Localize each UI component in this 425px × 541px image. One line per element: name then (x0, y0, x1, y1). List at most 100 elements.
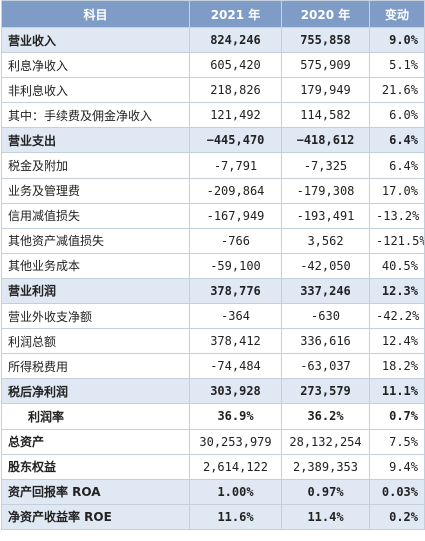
cell: 114,582 (281, 102, 370, 129)
table-row: 营业支出 −445,470 −418,612 6.4% (1, 127, 425, 154)
cell: -209,864 (189, 177, 282, 204)
cell: 336,616 (281, 328, 370, 355)
row-label: 其他资产减值损失 (1, 227, 190, 254)
cell: -63,037 (281, 353, 370, 380)
row-label: 营业支出 (1, 127, 190, 154)
row-label: 利润总额 (1, 328, 190, 355)
cell: 36.9% (189, 403, 282, 430)
cell: 36.2% (281, 403, 370, 430)
cell: 378,776 (189, 277, 282, 305)
cell: -7,791 (189, 152, 282, 179)
row-label: 营业收入 (1, 26, 190, 54)
table-row: 营业收入 824,246 755,858 9.0% (1, 26, 425, 54)
table-row: 营业利润 378,776 337,246 12.3% (1, 277, 425, 305)
cell: 17.0% (369, 177, 425, 204)
cell: 7.5% (369, 428, 425, 455)
cell: 40.5% (369, 252, 425, 279)
table-row: 营业外收支净额 -364 -630 -42.2% (1, 303, 425, 330)
cell: 218,826 (189, 77, 282, 104)
table-row: 其他业务成本 -59,100 -42,050 40.5% (1, 252, 425, 279)
cell: 11.1% (369, 378, 425, 405)
row-label: 营业利润 (1, 277, 190, 305)
row-label: 信用减值损失 (1, 202, 190, 229)
cell: 21.6% (369, 77, 425, 104)
table-row: 税金及附加 -7,791 -7,325 6.4% (1, 152, 425, 179)
cell: -179,308 (281, 177, 370, 204)
table-row: 利息净收入 605,420 575,909 5.1% (1, 52, 425, 79)
cell: 179,949 (281, 77, 370, 104)
cell: 28,132,254 (281, 428, 370, 455)
cell: -364 (189, 303, 282, 330)
row-label: 业务及管理费 (1, 177, 190, 204)
cell: 575,909 (281, 52, 370, 79)
table-row: 非利息收入 218,826 179,949 21.6% (1, 77, 425, 104)
cell: -42,050 (281, 252, 370, 279)
header-cell: 变动 (369, 0, 425, 28)
financial-table: 科目 2021 年 2020 年变动 营业收入 824,246 755,858 9.0% 利… (1, 0, 425, 530)
header-row: 科目 2021 年 2020 年变动 (1, 0, 425, 28)
cell: 6.0% (369, 102, 425, 129)
cell: 2,614,122 (189, 453, 282, 480)
table-row: 利润总额 378,412 336,616 12.4% (1, 328, 425, 355)
cell: 755,858 (281, 26, 370, 54)
table-row: 信用减值损失 -167,949 -193,491 -13.2% (1, 202, 425, 229)
cell: 303,928 (189, 378, 282, 405)
header-cell: 科目 (1, 0, 190, 28)
cell: −445,470 (189, 127, 282, 154)
cell: 337,246 (281, 277, 370, 305)
cell: 30,253,979 (189, 428, 282, 455)
row-label: 其中：手续费及佣金净收入 (1, 102, 190, 129)
cell: 121,492 (189, 102, 282, 129)
row-label: 营业外收支净额 (1, 303, 190, 330)
cell: -7,325 (281, 152, 370, 179)
cell: 9.4% (369, 453, 425, 480)
cell: 0.2% (369, 503, 425, 530)
cell: 0.7% (369, 403, 425, 430)
row-label: 其他业务成本 (1, 252, 190, 279)
cell: -167,949 (189, 202, 282, 229)
cell: 18.2% (369, 353, 425, 380)
table-row: 股东权益 2,614,122 2,389,353 9.4% (1, 453, 425, 480)
cell: 824,246 (189, 26, 282, 54)
row-label: 税金及附加 (1, 152, 190, 179)
row-label: 总资产 (1, 428, 190, 455)
cell: 11.4% (281, 503, 370, 530)
cell: -193,491 (281, 202, 370, 229)
table-row: 利润率 36.9% 36.2% 0.7% (1, 403, 425, 430)
cell: 6.4% (369, 127, 425, 154)
cell: 3,562 (281, 227, 370, 254)
cell: 9.0% (369, 26, 425, 54)
cell: 12.3% (369, 277, 425, 305)
cell: -74,484 (189, 353, 282, 380)
cell: 0.03% (369, 478, 425, 505)
table-row: 所得税费用 -74,484 -63,037 18.2% (1, 353, 425, 380)
cell: 273,579 (281, 378, 370, 405)
cell: -59,100 (189, 252, 282, 279)
cell: 5.1% (369, 52, 425, 79)
cell: -121.5% (369, 227, 425, 254)
table-row: 业务及管理费 -209,864 -179,308 17.0% (1, 177, 425, 204)
row-label: 股东权益 (1, 453, 190, 480)
cell: 6.4% (369, 152, 425, 179)
table-header: 科目 2021 年 2020 年变动 (1, 0, 425, 28)
table-row: 净资产收益率 ROE 11.6% 11.4% 0.2% (1, 503, 425, 530)
table-body: 营业收入 824,246 755,858 9.0% 利息净收入 605,420 575,90… (1, 26, 425, 530)
row-label: 非利息收入 (1, 77, 190, 104)
row-label: 利润率 (1, 403, 190, 430)
cell: 0.97% (281, 478, 370, 505)
header-cell: 2020 年 (281, 0, 370, 28)
header-cell: 2021 年 (189, 0, 282, 28)
table-row: 税后净利润 303,928 273,579 11.1% (1, 378, 425, 405)
cell: -42.2% (369, 303, 425, 330)
cell: 2,389,353 (281, 453, 370, 480)
cell: -766 (189, 227, 282, 254)
table-row: 其中：手续费及佣金净收入 121,492 114,582 6.0% (1, 102, 425, 129)
table-row: 总资产 30,253,979 28,132,254 7.5% (1, 428, 425, 455)
row-label: 资产回报率 ROA (1, 478, 190, 505)
cell: 12.4% (369, 328, 425, 355)
cell: 378,412 (189, 328, 282, 355)
row-label: 税后净利润 (1, 378, 190, 405)
cell: -13.2% (369, 202, 425, 229)
cell: 605,420 (189, 52, 282, 79)
